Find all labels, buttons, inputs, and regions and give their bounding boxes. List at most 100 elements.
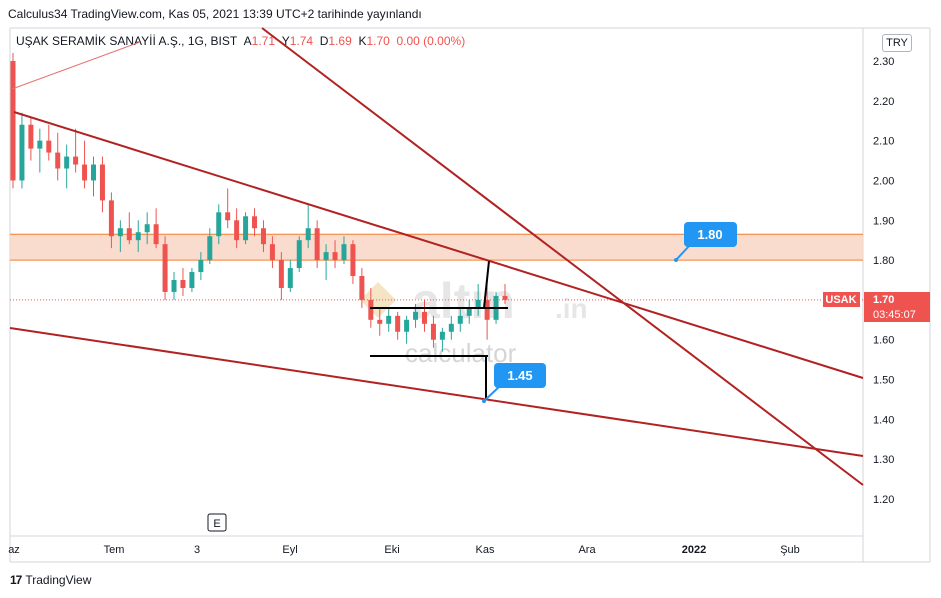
trendline-steep-resistance[interactable] (261, 27, 864, 486)
candle-body (332, 252, 338, 261)
x-tick-label: Eki (384, 544, 399, 556)
x-tick-label: Şub (780, 544, 800, 556)
watermark-brand: altın (412, 273, 515, 329)
candle-body (395, 315, 401, 332)
symbol-legend: UŞAK SERAMİK SANAYİİ A.Ş., 1G, BIST A1.7… (16, 34, 465, 48)
candle-body (28, 124, 34, 149)
candle-body (189, 272, 195, 288)
candle-body (448, 323, 454, 332)
last-price-label: USAK 1.70 03:45:07 (823, 292, 930, 322)
close-value: 1.70 (366, 34, 390, 48)
footer-branding[interactable]: 17 TradingView (10, 573, 91, 587)
candle-body (368, 299, 374, 320)
candle-body (350, 244, 356, 277)
candle-body (117, 228, 123, 237)
candle-body (305, 228, 311, 241)
candle-body (73, 156, 79, 165)
y-tick-label: 1.30 (873, 454, 894, 466)
x-tick-label: Kas (476, 544, 495, 556)
candle-body (216, 212, 222, 237)
candle-body (19, 124, 25, 181)
callout-1-45-box (494, 363, 546, 388)
callout-1-80-pointer (675, 244, 691, 261)
x-tick-label: Tem (104, 544, 125, 556)
callout-1-80-label: 1.80 (697, 227, 722, 242)
trendline-support[interactable] (9, 327, 864, 457)
candle-body (225, 212, 231, 221)
candle-body (55, 152, 61, 169)
candle-body (162, 244, 168, 292)
currency-button[interactable]: TRY (882, 34, 912, 52)
candle-body (64, 156, 70, 169)
candle-body (108, 200, 114, 237)
callout-1-45-pointer (483, 385, 501, 402)
candle-body (180, 280, 186, 288)
candle-body (386, 315, 392, 324)
candle-body (207, 236, 213, 261)
candle-body (171, 280, 177, 292)
price-tag-box (864, 292, 930, 322)
callout-1-80-box (684, 222, 737, 247)
candle-body (153, 224, 159, 245)
y-tick-label: 1.20 (873, 494, 894, 506)
candle-body (234, 220, 240, 241)
candle-body (126, 228, 132, 241)
x-tick-label: 2022 (682, 544, 706, 556)
candle-body (475, 299, 481, 308)
y-tick-label: 1.40 (873, 414, 894, 426)
y-tick-label: 2.20 (873, 96, 894, 108)
candle-body (99, 164, 105, 201)
candle-body (457, 315, 463, 324)
callout-1-80[interactable]: 1.80 (674, 222, 737, 262)
candle-body (359, 276, 365, 300)
candle-body (314, 228, 320, 261)
y-tick-label: 1.80 (873, 255, 894, 267)
candle-body (421, 311, 427, 324)
candle-body (287, 268, 293, 288)
candle-body (37, 140, 43, 149)
y-tick-label: 2.30 (873, 56, 894, 68)
x-tick-label: 3 (194, 544, 200, 556)
candle-body (243, 216, 249, 241)
measure-line-up[interactable] (483, 260, 490, 309)
y-tick-label: 1.50 (873, 375, 894, 387)
symbol-tag-box (823, 292, 860, 307)
callout-1-80-anchor (674, 258, 678, 262)
candle-body (91, 164, 97, 181)
open-value: 1.71 (251, 34, 276, 48)
watermark: altın .in calculator (360, 273, 588, 368)
y-tick-label: 2.10 (873, 136, 894, 148)
y-tick-label: 1.60 (873, 335, 894, 347)
tradingview-logo-icon: 17 (10, 573, 22, 587)
chart-publish-header: Calculus34 TradingView.com, Kas 05, 2021… (8, 7, 422, 21)
candle-body (260, 228, 266, 245)
candle-body (278, 260, 284, 288)
candle-body (10, 61, 16, 181)
candle-body (466, 307, 472, 316)
y-tick-label: 1.90 (873, 215, 894, 227)
callout-1-45-anchor (482, 399, 486, 403)
callout-1-45[interactable]: 1.45 (482, 363, 546, 403)
x-tick-label: az (8, 544, 20, 556)
callout-1-45-label: 1.45 (507, 368, 532, 383)
candle-body (144, 224, 150, 233)
candle-body (502, 295, 508, 300)
tradingview-brand: TradingView (25, 573, 92, 587)
y-axis-ticks: 2.30 2.20 2.10 2.00 1.90 1.80 1.70 1.60 1.50 1.40… (873, 56, 894, 506)
change-value: 0.00 (0.00%) (396, 34, 466, 48)
trendline-falling-resistance[interactable] (13, 111, 864, 379)
price-tag-countdown: 03:45:07 (873, 309, 916, 321)
price-tag-value: 1.70 (873, 294, 894, 306)
candle-body (46, 140, 52, 153)
candle-body (296, 240, 302, 269)
earnings-marker-box (207, 513, 227, 532)
earnings-marker[interactable]: E (207, 513, 227, 532)
open-label: A (243, 34, 252, 48)
candle-body (413, 311, 419, 320)
earnings-marker-label: E (213, 518, 220, 530)
trendline-upper-left[interactable] (11, 41, 141, 90)
candle-body (82, 164, 88, 181)
candle-body (341, 244, 347, 261)
candle-body (198, 260, 204, 273)
